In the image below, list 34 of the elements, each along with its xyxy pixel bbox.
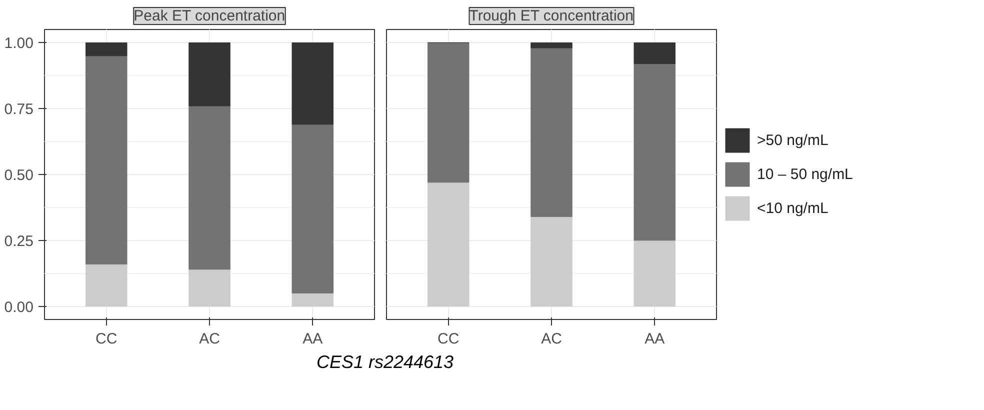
bar [634,240,676,307]
y-tick-label: 0.00 [4,298,34,316]
y-tick-label: 0.50 [4,167,34,184]
bar [292,124,334,294]
y-tick-label: 1.00 [4,35,34,52]
bar [530,216,572,307]
bar [86,42,128,56]
y-tick-label: 0.75 [4,101,34,118]
chart-title: Peak ET concentration [134,8,286,24]
bar [188,269,230,307]
legend-label: 10 – 50 ng/mL [757,166,853,182]
bar [428,42,470,183]
x-tick-label: AA [644,330,665,348]
x-axis-title: CES1 rs2244613 [316,351,454,374]
bar [530,48,572,217]
bar [428,182,470,307]
legend-label: <10 ng/mL [757,200,828,216]
x-tick-label: CC [438,330,460,348]
bar [188,106,230,270]
x-tick-label: AA [302,330,323,348]
bar [86,264,128,307]
y-tick-label: 0.25 [4,232,34,250]
bar [292,42,334,125]
x-tick-label: AC [199,330,220,348]
bar [634,42,676,64]
x-tick-label: AC [541,330,562,348]
bar [86,56,128,264]
bar [530,42,572,48]
bar [188,42,230,106]
bar [634,64,676,241]
legend-label: >50 ng/mL [757,132,828,148]
chart-title: Trough ET concentration [469,8,634,24]
x-tick-label: CC [96,330,118,348]
bar [292,292,334,307]
